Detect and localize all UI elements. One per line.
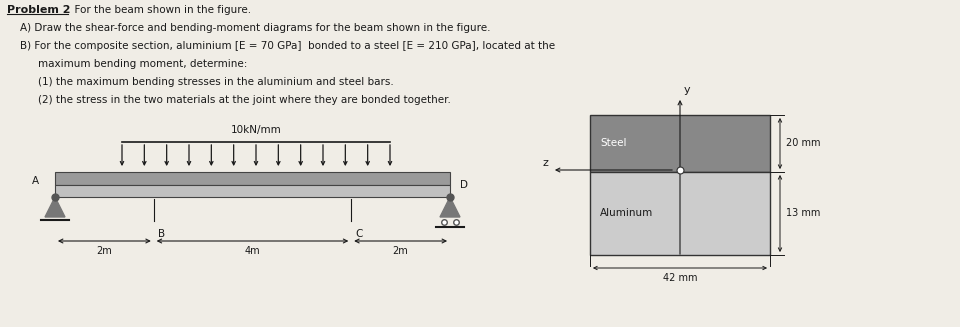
Text: C: C: [355, 229, 363, 239]
Text: 2m: 2m: [393, 246, 409, 256]
Text: D: D: [460, 180, 468, 190]
Text: A) Draw the shear-force and bending-moment diagrams for the beam shown in the fi: A) Draw the shear-force and bending-mome…: [20, 23, 491, 33]
Text: 2m: 2m: [97, 246, 112, 256]
Text: (2) the stress in the two materials at the joint where they are bonded together.: (2) the stress in the two materials at t…: [38, 95, 451, 105]
Text: 10kN/mm: 10kN/mm: [230, 125, 281, 135]
Polygon shape: [45, 197, 65, 217]
Text: B) For the composite section, aluminium [E = 70 GPa]  bonded to a steel [E = 210: B) For the composite section, aluminium …: [20, 41, 555, 51]
Polygon shape: [440, 197, 460, 217]
Bar: [590, 115, 770, 172]
Text: 20 mm: 20 mm: [786, 139, 821, 148]
Text: maximum bending moment, determine:: maximum bending moment, determine:: [38, 59, 248, 69]
Bar: [590, 172, 770, 255]
Text: (1) the maximum bending stresses in the aluminium and steel bars.: (1) the maximum bending stresses in the …: [38, 77, 394, 87]
Bar: [55, 172, 450, 184]
Text: For the beam shown in the figure.: For the beam shown in the figure.: [68, 5, 252, 15]
Text: 13 mm: 13 mm: [786, 209, 821, 218]
Text: Problem 2: Problem 2: [7, 5, 70, 15]
Text: A: A: [32, 177, 39, 186]
Text: 4m: 4m: [245, 246, 260, 256]
Text: 42 mm: 42 mm: [662, 273, 697, 283]
Text: Steel: Steel: [600, 139, 627, 148]
Text: y: y: [684, 85, 690, 95]
Text: B: B: [157, 229, 165, 239]
Text: z: z: [542, 158, 548, 168]
Text: Aluminum: Aluminum: [600, 209, 653, 218]
Bar: [55, 184, 450, 197]
